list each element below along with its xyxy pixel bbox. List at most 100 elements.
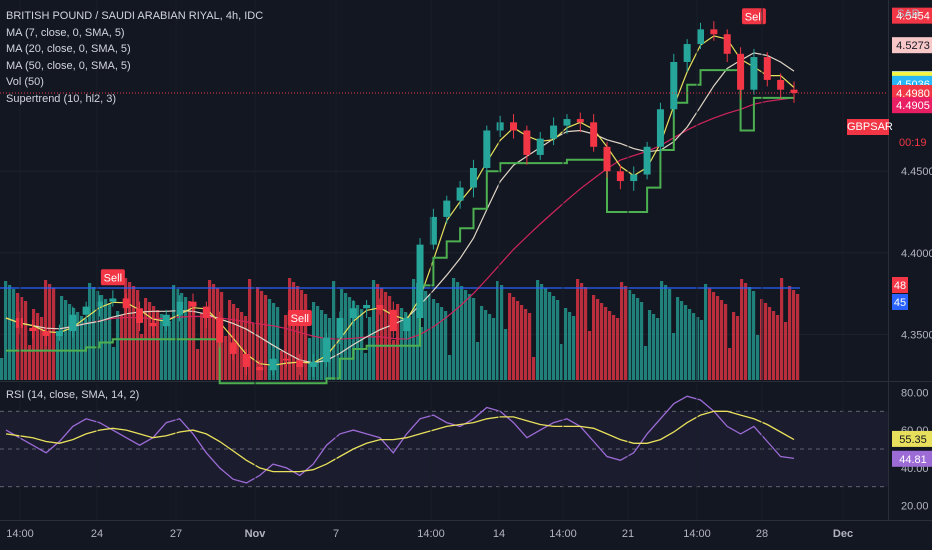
volume-bar [436, 303, 440, 380]
volume-bar [136, 290, 140, 380]
volume-bar [408, 316, 412, 380]
volume-bar [652, 314, 656, 380]
volume-bar [52, 288, 56, 380]
volume-bar [780, 278, 784, 380]
candle-body [683, 44, 691, 62]
volume-bar [636, 298, 640, 380]
volume-bar [188, 301, 192, 380]
candle-body [189, 301, 197, 307]
volume-bar [28, 345, 32, 380]
volume-bar [132, 286, 136, 380]
candle-body [790, 89, 798, 93]
volume-tag [892, 294, 908, 310]
volume-bar [620, 282, 624, 380]
volume-bar [372, 280, 376, 380]
candle-body [242, 353, 250, 367]
volume-bar [588, 331, 592, 380]
currency-unit: SAR [897, 8, 920, 20]
volume-bar [312, 302, 316, 380]
volume-bar [76, 312, 80, 380]
candle-body [269, 358, 277, 371]
volume-bar [712, 292, 716, 380]
candle-body [376, 304, 384, 310]
symbol-tag: GBPSAR [847, 119, 893, 135]
volume-bar [368, 317, 372, 380]
volume-bar [56, 332, 60, 380]
volume-bar [104, 299, 108, 380]
candle-body [55, 331, 63, 336]
volume-bar [492, 318, 496, 380]
volume-bar [280, 351, 284, 380]
candle-body [697, 29, 705, 45]
candle-body [710, 29, 718, 35]
volume-bar [360, 309, 364, 380]
candle-body [282, 358, 290, 361]
volume-bar [36, 313, 40, 380]
volume-bar [80, 316, 84, 380]
time-tick-label: Dec [833, 528, 853, 540]
volume-bar [8, 285, 12, 380]
volume-bar [696, 317, 700, 380]
volume-bar [92, 287, 96, 380]
volume-bar [796, 294, 800, 380]
volume-tag-label: 45 [894, 297, 906, 309]
volume-bar [120, 315, 124, 380]
volume-bar [152, 306, 156, 380]
volume-bar [508, 293, 512, 380]
volume-bar [656, 318, 660, 380]
volume-bar [400, 308, 404, 380]
candle-body [590, 122, 598, 147]
volume-bar [516, 301, 520, 380]
volume-bar [204, 317, 208, 380]
candle-body [469, 167, 477, 188]
volume-bar [316, 306, 320, 380]
candle-body [389, 309, 397, 332]
volume-bar [784, 322, 788, 380]
legend-volume: Vol (50) [6, 76, 44, 88]
volume-bar [264, 295, 268, 380]
volume-bar [740, 279, 744, 380]
volume-bar [320, 310, 324, 380]
volume-bar [568, 312, 572, 380]
price-tag [892, 97, 932, 114]
volume-bar [300, 290, 304, 380]
volume-bar [260, 291, 264, 380]
candle-body [750, 57, 758, 90]
volume-bar [232, 304, 236, 380]
volume-bar [268, 299, 272, 380]
volume-bar [520, 305, 524, 380]
volume-bar [544, 288, 548, 380]
candle-body [229, 342, 237, 354]
price-tick-label: 4.4500 [901, 166, 932, 178]
candle-body [510, 122, 518, 131]
volume-bar [704, 284, 708, 380]
volume-bar [480, 306, 484, 380]
volume-bar [416, 283, 420, 380]
time-tick-label: 27 [170, 528, 182, 540]
candle-body [309, 362, 317, 367]
volume-bar [596, 299, 600, 380]
candle-body [416, 244, 424, 319]
candle-body [15, 318, 23, 328]
candle-body [643, 146, 651, 175]
volume-bar [148, 302, 152, 380]
volume-bar [476, 342, 480, 380]
sell-signal-marker [287, 310, 312, 327]
time-tick-label: 28 [756, 528, 768, 540]
volume-bar [168, 321, 172, 380]
chart-title: BRITISH POUND / SAUDI ARABIAN RIYAL, 4h,… [6, 10, 264, 22]
volume-bar [352, 301, 356, 380]
volume-bar [584, 287, 588, 380]
volume-bar [32, 309, 36, 380]
volume-bar [344, 293, 348, 380]
volume-bar [196, 349, 200, 380]
legend-ma20: MA (20, close, 0, SMA, 5) [6, 43, 131, 55]
volume-bar [40, 317, 44, 380]
volume-tag [892, 277, 908, 293]
volume-bar [540, 284, 544, 380]
price-tag [892, 7, 932, 24]
volume-bar [632, 294, 636, 380]
sell-signal-marker [741, 8, 766, 25]
volume-bar [208, 280, 212, 380]
